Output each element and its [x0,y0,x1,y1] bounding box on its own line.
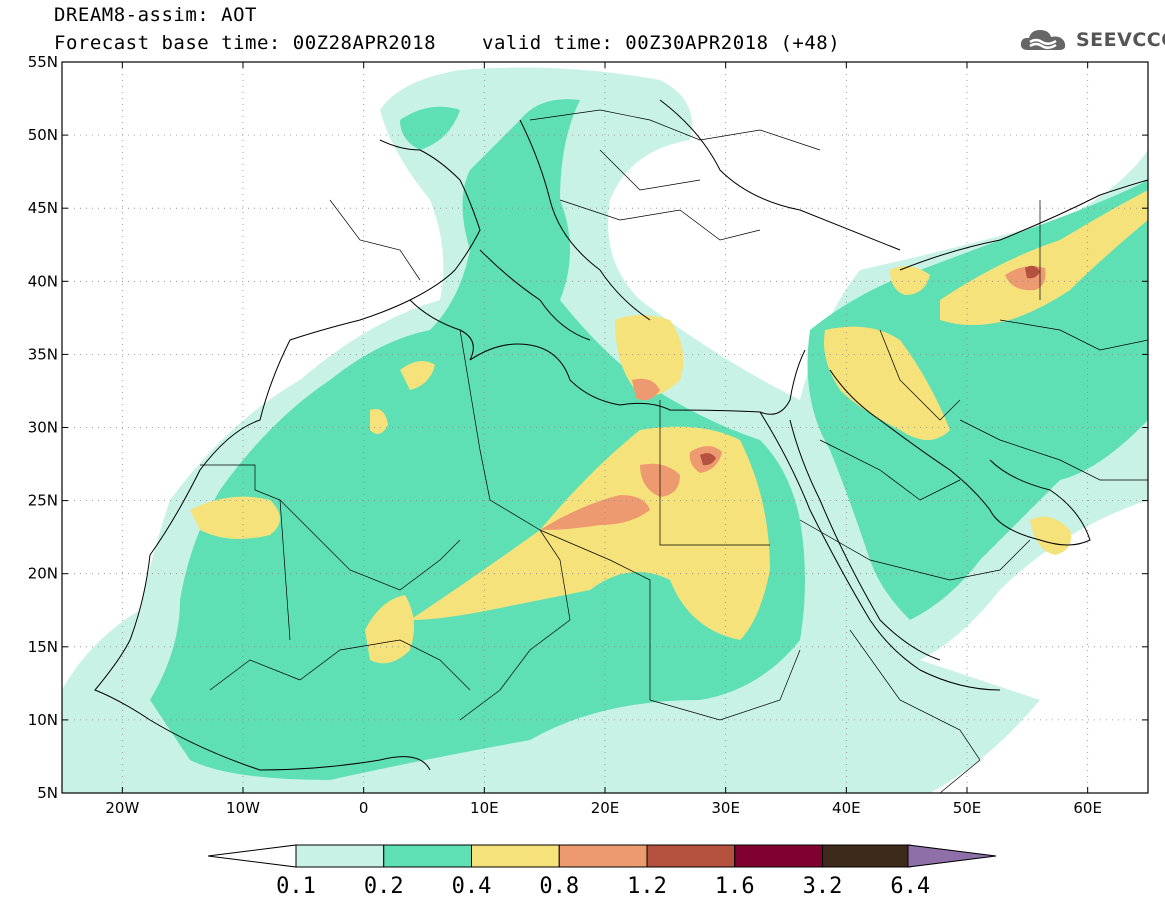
colorbar-swatch [383,844,472,868]
lon-label: 50E [953,799,982,817]
lon-label: 30E [711,799,740,817]
lat-label: 50N [28,126,58,144]
lon-label: 40E [832,799,861,817]
aot-level-1.2 [700,265,1040,466]
lat-label: 30N [28,419,58,437]
colorbar-over-arrow [907,844,997,868]
lon-label: 20W [105,799,139,817]
colorbar-label: 1.6 [715,874,755,899]
lat-label: 10N [28,711,58,729]
colorbar-label: 6.4 [890,874,930,899]
colorbar: 0.1 0.2 0.4 0.8 1.2 1.6 3.2 6.4 [207,844,997,899]
lat-label: 20N [28,565,58,583]
valid-time: valid time: 00Z30APR2018 (+48) [482,32,841,54]
lon-label: 10E [470,799,499,817]
lat-label: 15N [28,638,58,656]
lat-label: 40N [28,272,58,290]
coastlines [94,99,1148,771]
lon-label: 0 [359,799,369,817]
colorbar-label: 1.2 [627,874,667,899]
colorbar-label: 0.2 [364,874,404,899]
colorbar-swatch [822,844,911,868]
colorbar-under-arrow [207,844,297,868]
colorbar-label: 0.4 [452,874,492,899]
colorbar-swatch [295,844,385,868]
lat-label: 35N [28,345,58,363]
forecast-base-time: Forecast base time: 00Z28APR2018 [54,32,437,54]
seevccc-logo: SEEVCCC [1018,26,1165,54]
longitude-labels: 20W 10W 0 10E 20E 30E 40E 50E 60E [105,799,1102,817]
colorbar-label: 0.8 [539,874,579,899]
logo-text: SEEVCCC [1076,29,1165,51]
colorbar-swatch [734,844,823,868]
lat-label: 5N [37,784,58,802]
colorbar-label: 3.2 [803,874,843,899]
colorbar-swatch [558,844,648,868]
aot-level-0.8 [540,266,1046,530]
colorbar-label: 0.1 [276,874,316,899]
country-borders [200,109,1148,793]
lat-label: 45N [28,199,58,217]
axis-ticks [62,61,1148,794]
colorbar-swatch [471,844,560,868]
lat-label: 25N [28,492,58,510]
map-title: DREAM8-assim: AOT [54,4,257,26]
latitude-labels: 55N 50N 45N 40N 35N 30N 25N 20N 15N 10N 5N [28,53,58,802]
aot-field [62,62,1148,793]
cloud-icon [1020,30,1066,50]
lat-label: 55N [28,53,58,71]
lon-label: 20E [591,799,620,817]
lon-label: 10W [226,799,260,817]
lon-label: 60E [1073,799,1102,817]
colorbar-swatch [646,844,736,868]
aot-level-0.4 [190,190,1148,664]
